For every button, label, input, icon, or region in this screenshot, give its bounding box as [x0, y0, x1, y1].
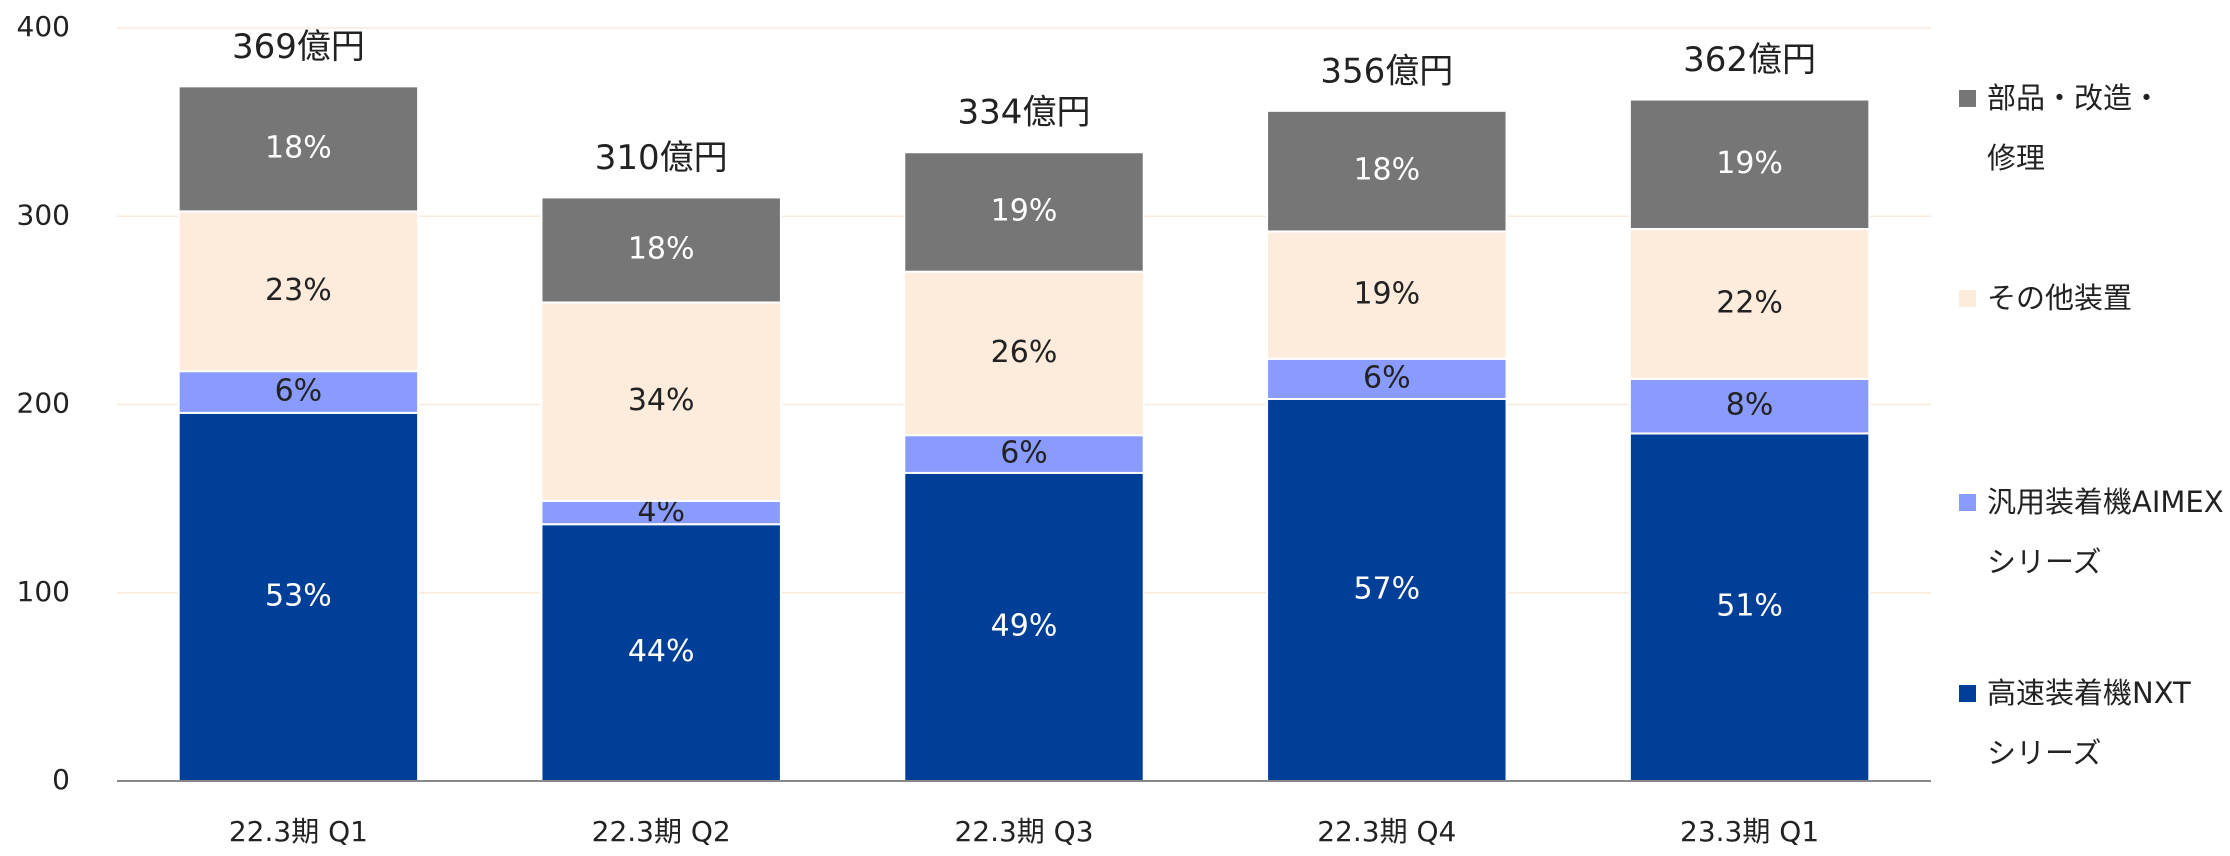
- legend-swatch: [1959, 90, 1976, 107]
- x-tick-label: 22.3期 Q3: [954, 815, 1093, 848]
- bar-segment: [177, 411, 420, 782]
- y-tick-label: 400: [17, 10, 70, 43]
- data-label: 53%: [265, 578, 332, 613]
- bar-segment: [177, 210, 420, 373]
- bar-segment: [540, 301, 782, 502]
- legend-label: 汎用装着機AIMEXシリーズ: [1987, 485, 2224, 579]
- bar-segment: [1266, 398, 1508, 782]
- legend-swatch: [1959, 290, 1976, 307]
- data-label: 18%: [265, 130, 332, 165]
- legend-label: 部品・改造・修理: [1987, 81, 2162, 175]
- legend-item: 部品・改造・修理: [1955, 68, 2225, 188]
- bar-segment: [1266, 357, 1508, 401]
- data-label: 23%: [265, 273, 332, 308]
- legend-swatch: [1959, 685, 1976, 702]
- bar-segment: [1628, 377, 1871, 435]
- bar-segment: [1266, 109, 1508, 233]
- data-label: 26%: [991, 335, 1058, 370]
- y-tick-label: 300: [17, 198, 70, 231]
- legend-item: その他装置: [1955, 268, 2225, 328]
- chart: 0 100 200 300 400 22.3期 Q1 53% 6% 23% 18% 369億円 22.…: [17, 10, 1931, 848]
- data-label: 6%: [1000, 436, 1048, 471]
- data-label: 19%: [991, 193, 1058, 228]
- bar-segment: [1628, 432, 1871, 782]
- bar-segment: [177, 85, 420, 213]
- data-label: 22%: [1716, 285, 1783, 320]
- total-label: 362億円: [1683, 40, 1816, 80]
- data-label: 51%: [1716, 589, 1783, 624]
- total-label: 356億円: [1320, 51, 1453, 91]
- data-label: 49%: [991, 608, 1058, 643]
- y-tick-label: 100: [17, 575, 70, 608]
- data-label: 34%: [628, 383, 695, 418]
- data-label: 18%: [1353, 153, 1420, 188]
- x-tick-label: 23.3期 Q1: [1680, 815, 1819, 848]
- x-tick-label: 22.3期 Q2: [592, 815, 731, 848]
- bar-segment: [177, 370, 420, 414]
- bar-segment: [903, 471, 1145, 782]
- legend-label: 高速装着機NXTシリーズ: [1987, 676, 2191, 770]
- x-tick-label: 22.3期 Q4: [1317, 815, 1456, 848]
- y-tick-label: 0: [52, 763, 70, 796]
- total-label: 334億円: [958, 93, 1091, 133]
- y-tick-label: 200: [17, 387, 70, 420]
- bar-segment: [903, 434, 1145, 474]
- data-label: 6%: [1363, 360, 1411, 395]
- legend-item: 汎用装着機AIMEXシリーズ: [1955, 472, 2225, 592]
- total-label: 310億円: [595, 138, 728, 178]
- legend-swatch: [1959, 494, 1976, 511]
- data-label: 6%: [275, 374, 323, 409]
- data-label: 19%: [1716, 146, 1783, 181]
- data-label: 44%: [628, 634, 695, 669]
- total-label: 369億円: [232, 27, 365, 67]
- data-label: 57%: [1353, 572, 1420, 607]
- bar-segment: [903, 270, 1145, 437]
- bar-segment: [540, 196, 782, 304]
- bar-segment: [903, 151, 1145, 273]
- legend-item: 高速装着機NXTシリーズ: [1955, 663, 2225, 783]
- x-tick-label: 22.3期 Q1: [229, 815, 368, 848]
- bar-segment: [540, 523, 782, 782]
- data-label: 18%: [628, 231, 695, 266]
- legend-label: その他装置: [1987, 281, 2133, 315]
- data-label: 8%: [1726, 388, 1774, 423]
- data-label: 19%: [1353, 277, 1420, 312]
- bar-segment: [1628, 98, 1871, 231]
